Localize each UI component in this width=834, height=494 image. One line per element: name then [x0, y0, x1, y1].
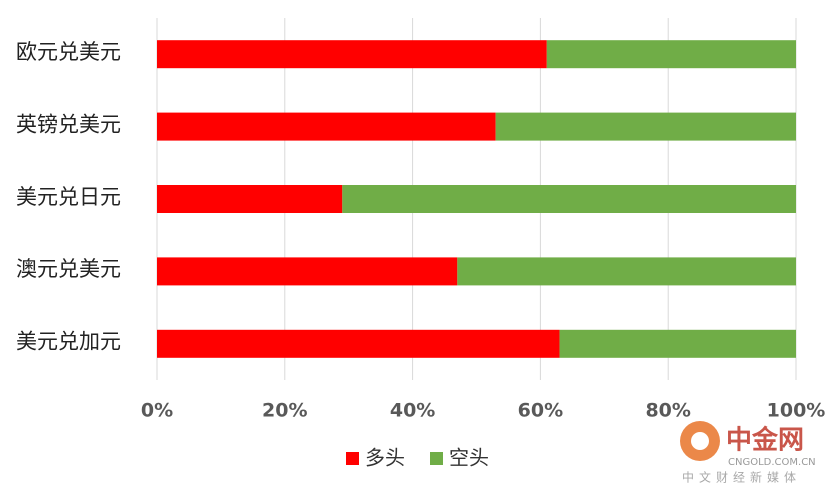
legend-label: 多头: [365, 446, 405, 470]
x-tick-label: 80%: [645, 400, 690, 422]
plot: 0% 20% 40% 60% 80% 100% 欧元兑美元英镑兑美元美元兑日元澳元兑美元美元…: [16, 18, 825, 470]
watermark-title: 中金网: [726, 425, 804, 456]
bar: [157, 329, 560, 358]
bar: [157, 257, 458, 286]
y-tick-label: 欧元兑美元: [16, 40, 121, 64]
bar: [157, 40, 547, 69]
y-tick-label: 美元兑日元: [16, 185, 121, 209]
bar: [559, 329, 796, 358]
x-tick-label: 100%: [767, 400, 826, 422]
x-tick-label: 60%: [518, 400, 563, 422]
legend-swatch: [430, 452, 443, 465]
x-tick-label: 40%: [390, 400, 435, 422]
bar: [342, 185, 796, 213]
watermark: 中金网 CNGOLD.COM.CN 中文财经新媒体: [680, 421, 816, 485]
legend-label: 空头: [449, 446, 489, 470]
bar: [495, 112, 796, 141]
bar: [157, 185, 343, 213]
bar: [157, 112, 496, 141]
bar: [546, 40, 796, 69]
watermark-tagline: 中文财经新媒体: [682, 470, 801, 485]
y-tick-label: 澳元兑美元: [16, 257, 121, 281]
y-tick-label: 英镑兑美元: [16, 112, 121, 136]
x-tick-label: 20%: [262, 400, 307, 422]
bar: [457, 257, 796, 286]
watermark-logo-inner: [691, 432, 709, 450]
legend-swatch: [346, 452, 359, 465]
y-tick-label: 美元兑加元: [16, 330, 121, 354]
x-tick-label: 0%: [141, 400, 173, 422]
watermark-url: CNGOLD.COM.CN: [728, 457, 816, 468]
